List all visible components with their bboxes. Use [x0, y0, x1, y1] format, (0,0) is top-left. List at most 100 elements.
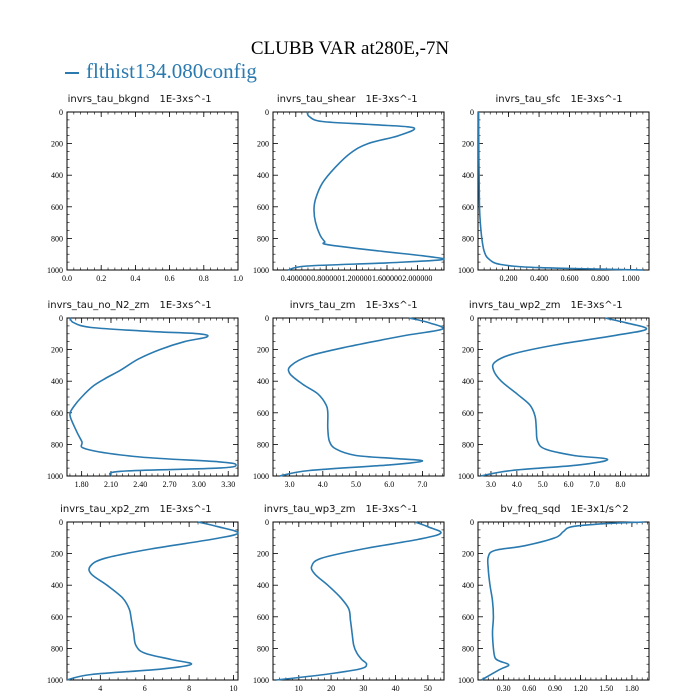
panel-title: invrs_tau_zm	[290, 300, 356, 311]
x-tick-label: 1.80	[75, 480, 89, 489]
panel-units: 1E-3xs^-1	[160, 300, 212, 311]
y-tick-label: 600	[51, 409, 63, 418]
legend-line-swatch	[65, 72, 79, 75]
y-tick-label: 400	[257, 171, 269, 180]
plot-frame	[66, 521, 239, 681]
y-tick-label: 0	[59, 518, 63, 527]
x-tick-label: 50	[424, 684, 432, 693]
y-tick-label: 800	[257, 234, 269, 243]
x-tick-label: 0.30	[497, 684, 511, 693]
x-tick-label: 6.0	[384, 480, 394, 489]
chart-panel: invrs_tau_wp2_zm 1E-3xs^-1 0 200 400 600 800 10…	[458, 300, 650, 489]
x-tick-label: 3.0	[285, 480, 295, 489]
series-line	[276, 521, 442, 681]
y-tick-label: 600	[51, 613, 63, 622]
x-tick-label: 1.50	[599, 684, 613, 693]
panel-units: 1E-3xs^-1	[366, 300, 418, 311]
y-tick-label: 1000	[458, 472, 474, 481]
plot-frame	[477, 317, 650, 477]
panel-title: invrs_tau_sfc	[496, 94, 561, 105]
x-tick-label: 0.600	[561, 274, 579, 283]
y-tick-label: 200	[462, 550, 474, 559]
y-tick-label: 800	[462, 234, 474, 243]
panel-title: bv_freq_sqd	[500, 504, 560, 515]
y-tick-label: 600	[51, 203, 63, 212]
y-tick-label: 200	[257, 550, 269, 559]
x-tick-label: 0.4	[130, 274, 140, 283]
x-tick-label: 1.0	[233, 274, 243, 283]
y-tick-label: 600	[462, 203, 474, 212]
x-tick-label: 0.400	[530, 274, 548, 283]
x-tick-label: 4.0	[512, 480, 522, 489]
y-tick-label: 400	[51, 377, 63, 386]
x-tick-label: 8	[187, 684, 191, 693]
plot-frame	[272, 317, 445, 477]
x-tick-label: 0.800000	[311, 274, 341, 283]
y-tick-label: 800	[257, 644, 269, 653]
y-tick-label: 800	[51, 440, 63, 449]
x-tick-label: 20	[327, 684, 335, 693]
chart-panel: invrs_tau_xp2_zm 1E-3xs^-1 0 200 400 600 800 10…	[47, 504, 239, 693]
panel-units: 1E-3xs^-1	[160, 504, 212, 515]
y-tick-label: 600	[257, 203, 269, 212]
figure-title: CLUBB VAR at280E,-7N	[250, 38, 450, 59]
panel-title: invrs_tau_shear	[277, 94, 357, 105]
x-tick-label: 0.8	[199, 274, 209, 283]
x-tick-label: 0.200	[500, 274, 518, 283]
legend-label: flthist134.080config	[86, 59, 257, 83]
y-tick-label: 400	[51, 171, 63, 180]
y-tick-label: 0	[470, 108, 474, 117]
panel-title: invrs_tau_wp3_zm	[264, 504, 356, 515]
y-tick-label: 400	[462, 171, 474, 180]
x-tick-label: 1.80	[625, 684, 639, 693]
y-tick-label: 400	[51, 581, 63, 590]
series-line	[481, 521, 645, 681]
y-tick-label: 0	[59, 108, 63, 117]
y-tick-label: 200	[51, 550, 63, 559]
y-tick-label: 1000	[47, 676, 63, 685]
y-tick-label: 600	[462, 409, 474, 418]
x-tick-label: 0.0	[62, 274, 72, 283]
x-tick-label: 10	[230, 684, 238, 693]
x-tick-label: 2.000000	[402, 274, 432, 283]
plot-frame	[272, 111, 445, 271]
panel-units: 1E-3xs^-1	[571, 94, 623, 105]
y-tick-label: 200	[257, 140, 269, 149]
x-tick-label: 7.0	[417, 480, 427, 489]
series-line	[66, 521, 239, 681]
panel-title: invrs_tau_wp2_zm	[469, 300, 561, 311]
x-tick-label: 6.0	[564, 480, 574, 489]
series-line	[480, 317, 648, 477]
chart-panel: invrs_tau_no_N2_zm 1E-3xs^-1 0 200 400 600 800…	[47, 300, 239, 489]
chart-panel: invrs_tau_zm 1E-3xs^-1 0 200 400 600 800 1000 3.…	[253, 300, 445, 489]
x-tick-label: 5.0	[351, 480, 361, 489]
y-tick-label: 0	[265, 518, 269, 527]
x-tick-label: 10	[295, 684, 303, 693]
plot-frame	[66, 111, 239, 271]
x-tick-label: 1.200000	[342, 274, 372, 283]
y-tick-label: 0	[265, 314, 269, 323]
x-tick-label: 3.30	[221, 480, 235, 489]
y-tick-label: 800	[51, 234, 63, 243]
x-tick-label: 0.2	[96, 274, 106, 283]
plot-frame	[477, 111, 650, 271]
y-tick-label: 0	[470, 314, 474, 323]
x-tick-label: 4	[98, 684, 102, 693]
y-tick-label: 200	[257, 346, 269, 355]
y-tick-label: 0	[265, 108, 269, 117]
y-tick-label: 600	[462, 613, 474, 622]
y-tick-label: 800	[462, 440, 474, 449]
x-tick-label: 8.0	[616, 480, 626, 489]
y-tick-label: 400	[462, 581, 474, 590]
chart-panel: invrs_tau_shear 1E-3xs^-1 0 200 400 600 800 100…	[253, 94, 445, 283]
panel-units: 1E-3xs^-1	[571, 300, 623, 311]
x-tick-label: 2.40	[133, 480, 147, 489]
x-tick-label: 0.60	[522, 684, 536, 693]
chart-panel: invrs_tau_bkgnd 1E-3xs^-1 0 200 400 600 800 100…	[47, 94, 243, 283]
series-line	[287, 111, 445, 271]
y-tick-label: 1000	[47, 472, 63, 481]
x-tick-label: 40	[392, 684, 400, 693]
x-tick-label: 3.0	[486, 480, 496, 489]
